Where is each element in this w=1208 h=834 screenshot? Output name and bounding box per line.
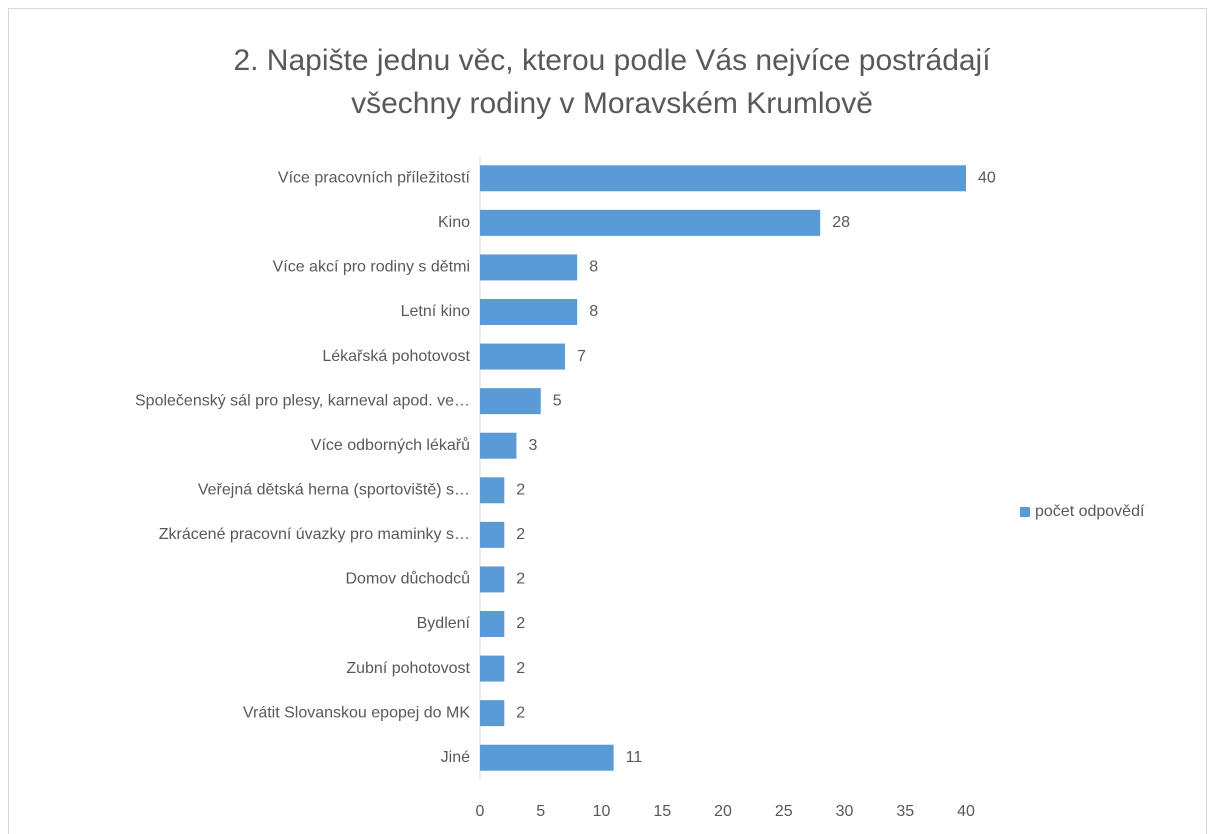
bar	[480, 655, 505, 682]
legend-swatch	[1020, 507, 1030, 517]
x-tick-label: 30	[836, 803, 854, 820]
bar	[480, 254, 578, 281]
y-tick-label: Více akcí pro rodiny s dětmi	[273, 259, 470, 276]
bar	[480, 744, 614, 771]
x-tick-label: 35	[896, 803, 914, 820]
data-label: 2	[516, 526, 525, 543]
x-tick-label: 25	[775, 803, 793, 820]
y-tick-label: Více pracovních příležitostí	[278, 170, 471, 187]
y-tick-label: Kino	[438, 214, 470, 231]
y-tick-label: Zubní pohotovost	[346, 660, 470, 677]
y-tick-label: Lékařská pohotovost	[322, 348, 470, 365]
y-tick-label: Zkrácené pracovní úvazky pro maminky s…	[159, 526, 470, 543]
bar	[480, 209, 821, 236]
data-label: 28	[832, 214, 850, 231]
chart-border	[8, 8, 1207, 834]
y-tick-label: Jiné	[441, 749, 470, 766]
data-label: 2	[516, 660, 525, 677]
data-label: 2	[516, 571, 525, 588]
x-tick-label: 20	[714, 803, 732, 820]
bar	[480, 165, 966, 192]
data-label: 5	[553, 392, 562, 409]
y-tick-label: Veřejná dětská herna (sportoviště) s…	[198, 482, 470, 499]
bar	[480, 388, 541, 415]
data-label: 40	[978, 170, 996, 187]
bar	[480, 432, 517, 459]
x-tick-label: 5	[536, 803, 545, 820]
y-tick-label: Vrátit Slovanskou epopej do MK	[243, 704, 470, 721]
x-tick-label: 40	[957, 803, 975, 820]
y-tick-label: Domov důchodců	[345, 570, 470, 588]
bar	[480, 343, 566, 370]
bar	[480, 477, 505, 504]
bar	[480, 611, 505, 637]
chart-title: všechny rodiny v Moravském Krumlově	[351, 87, 873, 120]
chart-title: 2. Napište jednu věc, kterou podle Vás n…	[233, 44, 991, 77]
bar	[480, 700, 505, 727]
data-label: 8	[589, 259, 598, 276]
bar	[480, 299, 578, 325]
data-label: 2	[516, 615, 525, 632]
data-label: 11	[626, 749, 643, 766]
x-tick-label: 15	[653, 803, 671, 820]
data-label: 8	[589, 303, 598, 320]
data-label: 2	[516, 482, 525, 499]
data-label: 3	[528, 437, 537, 454]
y-tick-label: Společenský sál pro plesy, karneval apod…	[135, 392, 470, 409]
data-label: 7	[577, 348, 586, 365]
x-tick-label: 10	[593, 803, 611, 820]
x-tick-label: 0	[476, 803, 485, 820]
legend-label: počet odpovědí	[1035, 503, 1145, 520]
y-tick-label: Více odborných lékařů	[311, 436, 470, 454]
y-tick-label: Letní kino	[401, 303, 470, 320]
bar	[480, 521, 505, 548]
y-tick-label: Bydlení	[417, 615, 471, 632]
bar	[480, 566, 505, 593]
data-label: 2	[516, 704, 525, 721]
